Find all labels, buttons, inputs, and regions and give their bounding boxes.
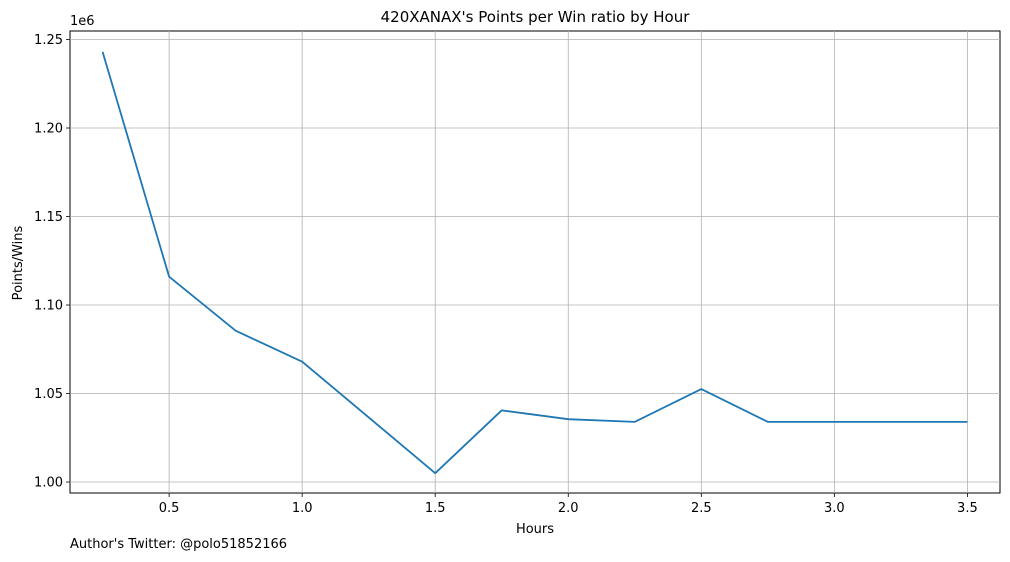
x-axis-ticks: 0.5 1.0 1.5 2.0 2.5 3.0 3.5	[159, 493, 978, 516]
y-axis-label: Points/Wins	[11, 225, 26, 300]
series-layer	[101, 51, 968, 475]
y-tick-label: 1.15	[34, 210, 63, 225]
y-tick-label: 1.00	[34, 476, 63, 491]
series-line	[101, 51, 968, 475]
y-tick-label: 1.20	[34, 122, 63, 137]
x-tick-label: 2.0	[558, 501, 579, 516]
plot-area	[69, 30, 1001, 494]
y-axis-offset-label: 1e6	[70, 14, 95, 29]
x-tick-label: 1.5	[425, 501, 446, 516]
y-tick-label: 1.05	[34, 387, 63, 402]
y-tick-label: 1.10	[34, 299, 63, 314]
grid-lines	[70, 31, 1000, 493]
author-footnote: Author's Twitter: @polo51852166	[70, 537, 288, 552]
chart-title: 420XANAX's Points per Win ratio by Hour	[381, 8, 691, 26]
x-tick-label: 3.0	[824, 501, 845, 516]
x-tick-label: 0.5	[159, 501, 180, 516]
x-tick-label: 1.0	[292, 501, 313, 516]
x-tick-label: 3.5	[957, 501, 978, 516]
y-tick-label: 1.25	[34, 33, 63, 48]
y-axis-ticks: 1.00 1.05 1.10 1.15 1.20 1.25	[34, 33, 70, 491]
x-axis-label: Hours	[516, 522, 554, 537]
x-tick-label: 2.5	[691, 501, 712, 516]
